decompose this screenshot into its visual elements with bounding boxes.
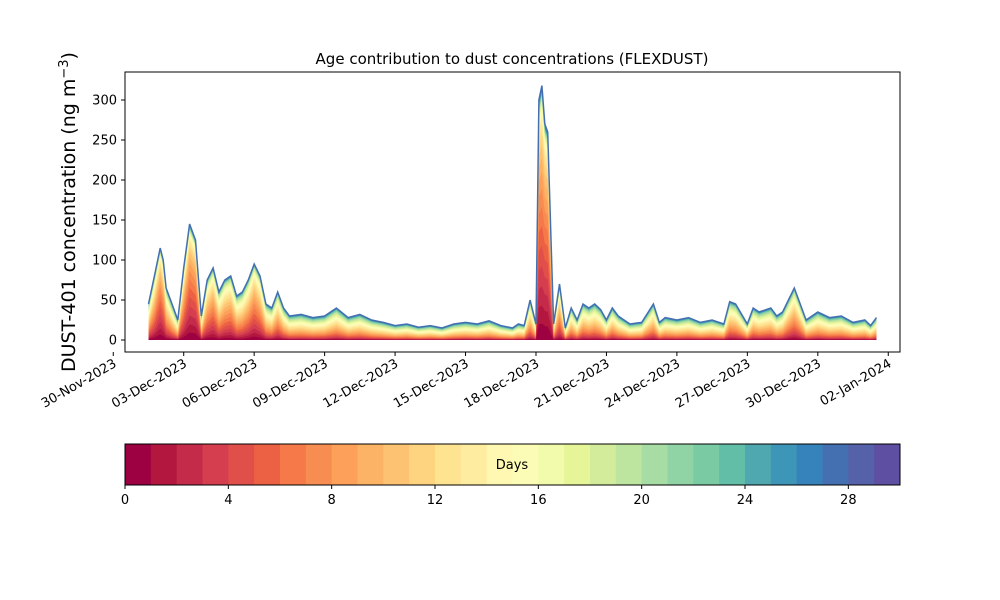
colorbar [125, 444, 901, 485]
y-tick-label: 150 [92, 214, 117, 229]
colorbar-swatch-22 [693, 444, 720, 485]
age-band-area-4 [148, 245, 877, 340]
colorbar-swatch-5 [254, 444, 281, 485]
y-tick-label: 200 [92, 174, 117, 189]
colorbar-tick-label: 4 [224, 493, 232, 508]
age-band-area-2 [148, 286, 877, 340]
colorbar-swatch-25 [770, 444, 798, 485]
y-tick-label: 0 [109, 334, 117, 349]
colorbar-tick-label: 8 [328, 493, 336, 508]
colorbar-swatch-15 [512, 444, 539, 485]
age-band-area-1 [148, 305, 877, 340]
colorbar-swatch-2 [176, 444, 203, 485]
age-band-area-3 [148, 266, 877, 340]
colorbar-swatch-4 [228, 444, 255, 485]
colorbar-swatch-14 [486, 444, 513, 485]
colorbar-label: Days [496, 458, 529, 473]
colorbar-swatch-9 [357, 444, 384, 485]
colorbar-swatch-28 [848, 444, 875, 485]
colorbar-swatch-8 [331, 444, 358, 485]
colorbar-swatch-11 [409, 444, 436, 485]
colorbar-swatch-13 [460, 444, 488, 485]
colorbar-axis: 0 4 8 12 16 20 24 28 [121, 485, 857, 508]
x-tick-label: 27-Dec-2023 [673, 356, 753, 411]
colorbar-swatch-16 [538, 444, 565, 485]
y-axis: 0 50 100 150 200 250 300 [92, 94, 125, 349]
y-tick-label: 100 [92, 254, 117, 269]
x-tick-label: 21-Dec-2023 [532, 356, 612, 411]
colorbar-tick-label: 0 [121, 493, 129, 508]
colorbar-swatch-10 [383, 444, 410, 485]
y-axis-label-main: DUST-401 concentration (ng m [58, 79, 80, 372]
x-tick-label: 12-Dec-2023 [321, 356, 401, 411]
y-tick-label: 50 [100, 294, 117, 309]
axes-frame [124, 71, 901, 353]
x-tick-label: 18-Dec-2023 [462, 356, 542, 411]
colorbar-tick-label: 28 [840, 493, 857, 508]
colorbar-tick-label: 16 [530, 493, 547, 508]
y-tick-label: 300 [92, 94, 117, 109]
colorbar-swatch-29 [874, 444, 901, 485]
colorbar-swatch-23 [719, 444, 746, 485]
x-tick-label: 15-Dec-2023 [391, 356, 471, 411]
colorbar-swatch-24 [745, 444, 772, 485]
colorbar-swatch-17 [564, 444, 591, 485]
colorbar-swatch-12 [435, 444, 462, 485]
x-tick-label: 03-Dec-2023 [109, 356, 189, 411]
total-concentration-line [147, 85, 878, 329]
x-tick-label: 02-Jan-2024 [818, 356, 895, 409]
x-axis: 30-Nov-202303-Dec-202306-Dec-202309-Dec-… [39, 352, 894, 412]
colorbar-swatch-3 [202, 444, 229, 485]
y-axis-label-close: ) [58, 52, 80, 59]
colorbar-swatch-0 [125, 444, 152, 485]
y-axis-label-superscript: −3 [57, 59, 72, 78]
plot-area [147, 85, 878, 341]
x-tick-label: 24-Dec-2023 [602, 356, 682, 411]
chart-title: Age contribution to dust concentrations … [316, 50, 709, 68]
colorbar-swatch-1 [150, 444, 178, 485]
colorbar-swatch-18 [590, 444, 617, 485]
y-axis-label: DUST-401 concentration (ng m−3) [57, 52, 81, 372]
colorbar-tick-label: 12 [427, 493, 444, 508]
x-tick-label: 09-Dec-2023 [250, 356, 330, 411]
age-band-area-5 [148, 225, 877, 340]
colorbar-swatch-21 [667, 444, 694, 485]
colorbar-tick-label: 20 [633, 493, 650, 508]
colorbar-swatch-20 [641, 444, 668, 485]
colorbar-tick-label: 24 [737, 493, 754, 508]
x-tick-label: 06-Dec-2023 [180, 356, 260, 411]
colorbar-swatch-27 [822, 444, 849, 485]
colorbar-swatch-7 [305, 444, 333, 485]
y-tick-label: 250 [92, 134, 117, 149]
colorbar-swatch-6 [280, 444, 307, 485]
colorbar-swatch-19 [615, 444, 643, 485]
colorbar-swatch-26 [796, 444, 823, 485]
x-tick-label: 30-Dec-2023 [743, 356, 823, 411]
colorbar-frame [124, 443, 901, 486]
